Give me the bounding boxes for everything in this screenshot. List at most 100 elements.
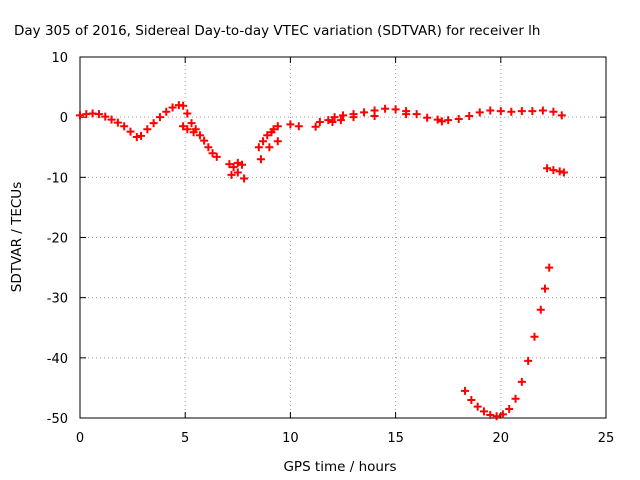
- data-point-marker: [437, 117, 446, 126]
- data-point-marker: [475, 108, 484, 117]
- data-point-marker: [461, 386, 470, 395]
- data-point-marker: [212, 152, 221, 161]
- data-point-marker: [473, 402, 482, 411]
- data-point-marker: [412, 110, 421, 119]
- grid: [80, 57, 606, 418]
- data-point-marker: [120, 122, 129, 131]
- data-point-marker: [113, 118, 122, 127]
- data-point-marker: [486, 106, 495, 115]
- data-point-marker: [208, 149, 217, 158]
- data-point-marker: [530, 332, 539, 341]
- data-point-marker: [511, 394, 520, 403]
- data-point-marker: [545, 263, 554, 272]
- data-point-marker: [273, 122, 282, 131]
- x-tick-label: 20: [493, 431, 510, 446]
- data-point-marker: [256, 155, 265, 164]
- data-point-marker: [339, 111, 347, 120]
- data-point-marker: [381, 104, 390, 113]
- data-point-marker: [233, 158, 242, 167]
- data-point-marker: [467, 395, 476, 404]
- data-point-marker: [76, 111, 84, 120]
- data-point-marker: [505, 404, 514, 413]
- data-point-marker: [179, 122, 188, 131]
- data-point-marker: [238, 160, 247, 169]
- data-point-marker: [538, 106, 547, 115]
- data-point-marker: [517, 107, 526, 116]
- data-point-marker: [517, 377, 526, 386]
- data-point-marker: [402, 110, 411, 119]
- data-point-marker: [557, 111, 566, 120]
- data-point-marker: [107, 115, 116, 124]
- data-point-marker: [507, 107, 516, 116]
- y-axis-label: SDTVAR / TECUs: [9, 182, 25, 292]
- data-point-marker: [126, 127, 135, 136]
- chart-title: Day 305 of 2016, Sidereal Day-to-day VTE…: [14, 23, 540, 39]
- data-point-marker: [423, 113, 432, 122]
- data-point-marker: [155, 113, 164, 122]
- data-point-marker: [227, 170, 236, 179]
- data-point-marker: [330, 113, 339, 122]
- data-point-marker: [479, 407, 488, 416]
- x-axis-label: GPS time / hours: [283, 459, 396, 475]
- data-point-marker: [555, 167, 564, 176]
- data-point-marker: [254, 143, 263, 152]
- data-point-marker: [229, 163, 238, 172]
- data-point-marker: [183, 109, 192, 118]
- data-point-marker: [391, 105, 400, 114]
- data-point-marker: [324, 116, 333, 125]
- y-tick-label: -40: [47, 352, 68, 367]
- data-point-marker: [189, 128, 198, 137]
- data-point-marker: [492, 412, 501, 421]
- data-point-marker: [233, 168, 242, 177]
- data-point-marker: [149, 119, 158, 128]
- data-point-marker: [259, 137, 268, 146]
- x-tick-label: 25: [598, 431, 615, 446]
- y-tick-label: -50: [47, 412, 68, 427]
- data-point-marker: [183, 125, 192, 134]
- y-tick-label: -30: [47, 292, 68, 307]
- y-tick-label: 0: [60, 111, 68, 126]
- data-point-marker: [286, 120, 295, 129]
- plot-frame: [79, 56, 607, 419]
- data-point-marker: [162, 107, 171, 116]
- x-tick-label: 0: [76, 431, 84, 446]
- x-tick-label: 10: [282, 431, 299, 446]
- data-point-marker: [101, 112, 110, 121]
- x-tick-label: 15: [387, 431, 404, 446]
- data-point-marker: [315, 117, 324, 126]
- data-point-marker: [179, 101, 188, 110]
- axis-ticks: 0 5 10 15 20 25 10 0 -10 -20 -30 -40 -50: [47, 51, 615, 446]
- data-point-marker: [267, 128, 276, 137]
- data-point-marker: [549, 107, 558, 116]
- data-points: [76, 101, 568, 421]
- y-tick-label: -20: [47, 232, 68, 247]
- data-point-marker: [311, 122, 320, 131]
- data-point-marker: [433, 115, 442, 124]
- data-point-marker: [370, 111, 379, 120]
- data-point-marker: [360, 108, 369, 117]
- y-tick-label: 10: [51, 51, 68, 66]
- data-point-marker: [465, 111, 474, 120]
- data-point-marker: [498, 410, 507, 419]
- data-point-marker: [496, 107, 505, 116]
- data-point-marker: [143, 125, 152, 134]
- data-point-marker: [328, 117, 337, 126]
- data-point-marker: [454, 114, 463, 123]
- data-point-marker: [240, 174, 249, 183]
- data-point-marker: [94, 110, 103, 119]
- data-point-marker: [187, 119, 196, 128]
- data-point-marker: [349, 113, 358, 122]
- data-point-marker: [263, 131, 272, 140]
- data-point-marker: [486, 410, 495, 419]
- data-point-marker: [444, 116, 453, 125]
- data-point-marker: [294, 122, 303, 131]
- data-point-marker: [132, 133, 141, 142]
- data-point-marker: [137, 131, 146, 140]
- data-point-marker: [543, 164, 552, 173]
- x-tick-label: 5: [181, 431, 189, 446]
- data-point-marker: [265, 143, 274, 152]
- data-point-marker: [528, 107, 537, 116]
- data-point-marker: [225, 160, 234, 169]
- data-point-marker: [549, 166, 558, 175]
